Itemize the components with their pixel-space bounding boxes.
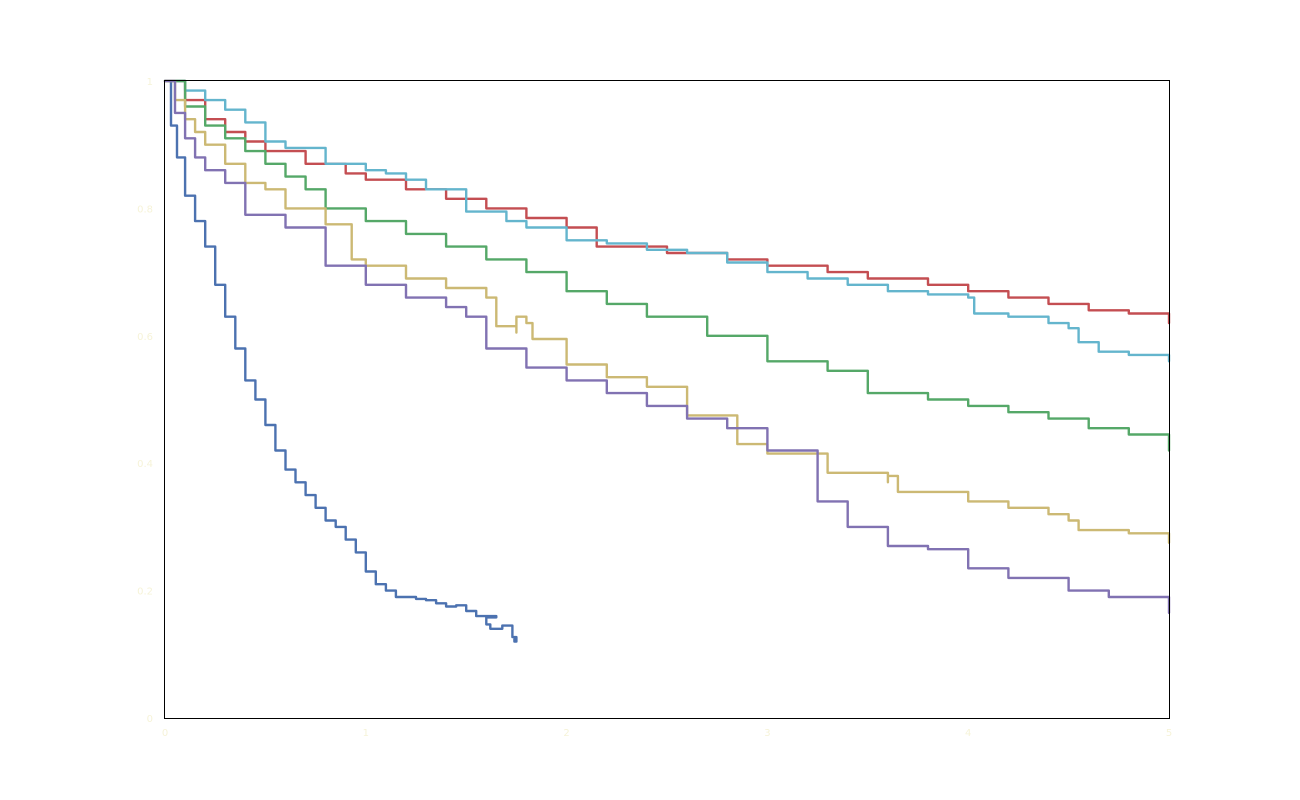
- y-tick-label: 1: [147, 77, 153, 88]
- series-line-3: [163, 79, 1171, 363]
- y-tick-label: 0.8: [137, 204, 153, 215]
- y-tick-label: 0.4: [137, 459, 153, 470]
- series-layer: [163, 79, 1171, 643]
- y-tick-label: 0.2: [137, 587, 153, 598]
- series-line-1: [163, 79, 518, 643]
- series-line-6: [163, 79, 1171, 615]
- x-axis-ticks: 0 1 2 3 4 5: [162, 728, 1172, 739]
- x-tick-label: 0: [162, 728, 168, 739]
- x-tick-label: 3: [764, 728, 770, 739]
- y-axis-ticks: 0 0.2 0.4 0.6 0.8 1: [137, 77, 153, 725]
- series-line-5: [163, 79, 1171, 544]
- x-tick-label: 4: [965, 728, 971, 739]
- y-tick-label: 0.6: [137, 332, 153, 343]
- series-line-2: [163, 79, 1171, 325]
- plot-frame: [164, 80, 1170, 719]
- x-tick-label: 5: [1166, 728, 1172, 739]
- series-line-4: [163, 79, 1171, 452]
- x-tick-label: 2: [563, 728, 569, 739]
- y-tick-label: 0: [147, 714, 153, 725]
- x-tick-label: 1: [363, 728, 369, 739]
